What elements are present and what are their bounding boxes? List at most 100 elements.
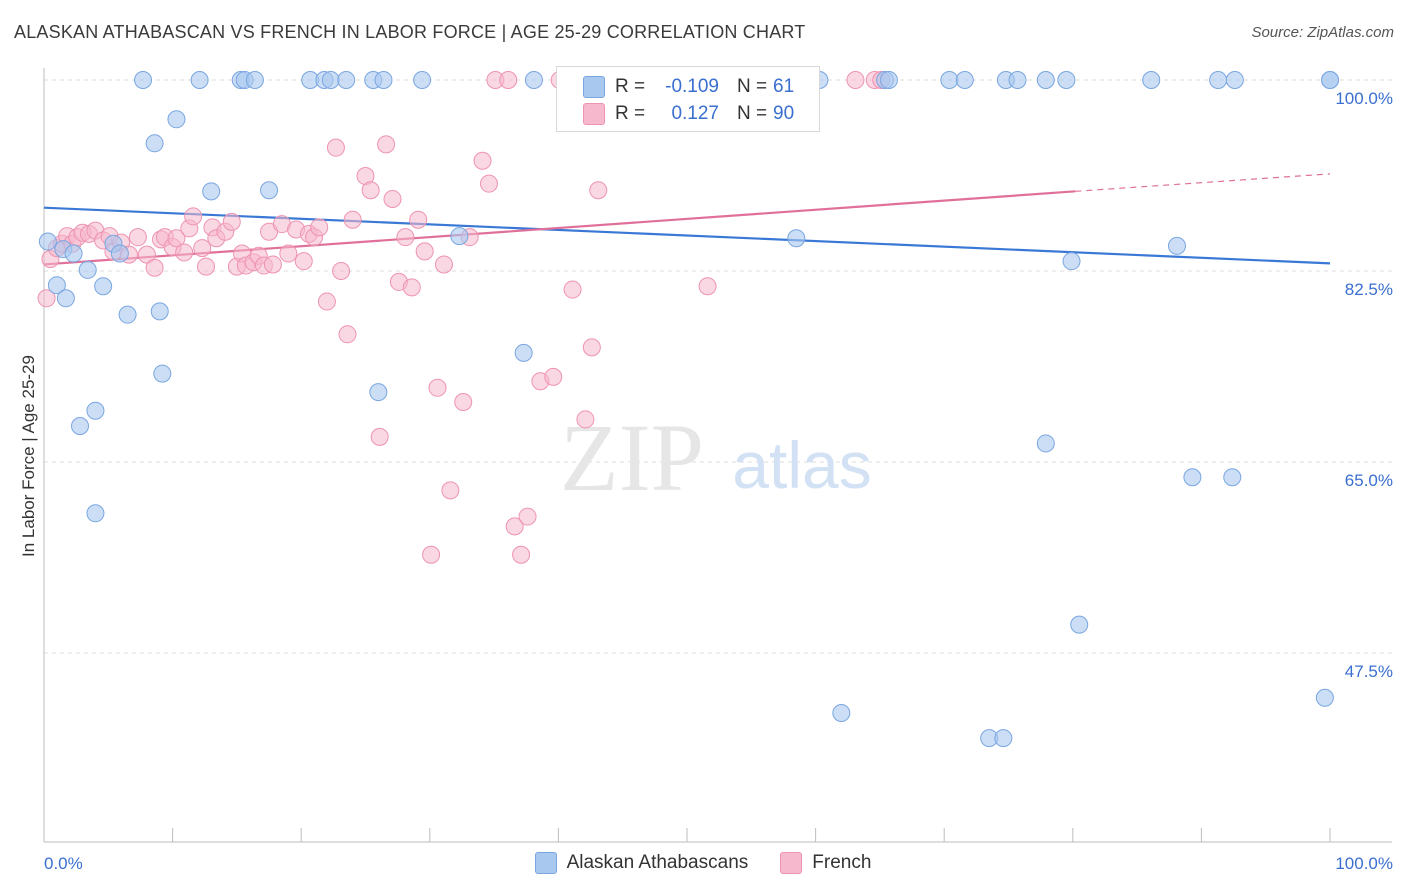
alaskan-point (145, 134, 164, 153)
n-value: 61 (773, 76, 795, 97)
alaskan-point (514, 343, 533, 362)
n-label: N = (737, 76, 768, 97)
french-trend-extension (1075, 173, 1331, 192)
alaskan-point (71, 416, 90, 435)
alaskan-trend-line (43, 206, 1331, 265)
y-axis-title: In Labor Force | Age 25-29 (19, 355, 38, 557)
french-point (434, 255, 453, 274)
stats-row-alaskan: R = -0.109 N = 61 (583, 76, 794, 98)
stats-legend: R = -0.109 N = 61 R = 0.127 N = 90 (556, 66, 820, 132)
watermark-atlas: atlas (732, 428, 871, 502)
grid-lines (44, 79, 1392, 654)
alaskan-point (1036, 71, 1055, 89)
alaskan-point (150, 302, 169, 321)
french-point (402, 278, 421, 297)
r-label: R = (615, 103, 646, 124)
r-value: -0.109 (665, 76, 719, 97)
french-point (279, 244, 298, 263)
alaskan-point (1315, 688, 1334, 707)
trend-lines (43, 173, 1331, 266)
alaskan-point (1223, 468, 1242, 487)
alaskan-point (110, 244, 129, 263)
source-label: Source: ZipAtlas.com (1251, 24, 1394, 41)
alaskan-point (1036, 434, 1055, 453)
french-point (37, 289, 56, 308)
alaskan-point (337, 71, 356, 89)
french-point (175, 243, 194, 262)
french-point (512, 545, 531, 564)
legend-label: Alaskan Athabascans (566, 852, 749, 873)
data-points (37, 71, 1339, 748)
alaskan-point (994, 729, 1013, 748)
x-tick-label: 100.0% (1335, 854, 1393, 873)
french-point (846, 71, 865, 89)
french-point (310, 218, 329, 237)
alaskan-point (955, 71, 974, 89)
alaskan-point (1321, 71, 1339, 89)
n-value: 90 (773, 103, 795, 124)
legend-label: French (812, 852, 872, 873)
alaskan-point (1183, 468, 1202, 487)
french-point (428, 378, 447, 397)
french-point (128, 228, 147, 247)
french-point (326, 138, 345, 157)
french-point (263, 255, 282, 274)
french-point (383, 189, 402, 208)
alaskan-point (787, 229, 806, 248)
alaskan-point (879, 71, 898, 89)
alaskan-point (1057, 71, 1076, 89)
french-point (544, 367, 563, 386)
alaskan-point (1070, 615, 1089, 634)
french-point (332, 262, 351, 280)
french-point (361, 181, 380, 200)
alaskan-point (1062, 252, 1081, 271)
french-point (396, 228, 415, 247)
french-point (409, 210, 428, 229)
stats-row-french: R = 0.127 N = 90 (583, 103, 794, 125)
r-value: 0.127 (671, 103, 719, 124)
y-tick-label: 100.0% (1335, 89, 1393, 108)
french-point (576, 410, 595, 429)
alaskan-point (1008, 71, 1027, 89)
y-tick-label: 82.5% (1345, 280, 1393, 299)
french-point (343, 210, 362, 229)
french-point (518, 507, 537, 526)
alaskan-point (47, 276, 66, 295)
french-point (167, 229, 186, 248)
alaskan-point (450, 227, 469, 246)
french-point (222, 212, 241, 231)
y-tick-label: 65.0% (1345, 471, 1393, 490)
alaskan-point (1167, 236, 1186, 255)
legend-item-french[interactable]: French (780, 852, 871, 874)
alaskan-point (56, 289, 75, 308)
french-point (370, 427, 389, 446)
french-point (317, 292, 336, 311)
series-legend: Alaskan Athabascans French (0, 852, 1406, 874)
french-point (563, 280, 582, 299)
alaskan-point (118, 305, 137, 324)
alaskan-point (64, 244, 83, 263)
blue-swatch (534, 852, 557, 874)
alaskan-point (374, 71, 393, 89)
alaskan-point (134, 71, 153, 89)
r-label: R = (615, 76, 646, 97)
french-point (441, 481, 460, 500)
alaskan-point (321, 71, 340, 89)
french-point (454, 392, 473, 411)
alaskan-point (167, 110, 186, 129)
french-point (473, 151, 492, 170)
french-point (197, 257, 216, 276)
french-point (338, 325, 357, 344)
legend-item-alaskan[interactable]: Alaskan Athabascans (534, 852, 749, 874)
n-label: N = (737, 103, 768, 124)
alaskan-point (413, 71, 432, 89)
alaskan-point (78, 260, 97, 279)
french-point (422, 545, 441, 564)
alaskan-point (832, 704, 851, 723)
french-point (479, 174, 498, 193)
french-point (415, 242, 434, 261)
chart-title: ALASKAN ATHABASCAN VS FRENCH IN LABOR FO… (14, 22, 806, 42)
french-point (377, 135, 396, 154)
alaskan-point (94, 277, 113, 296)
alaskan-point (1142, 71, 1161, 89)
